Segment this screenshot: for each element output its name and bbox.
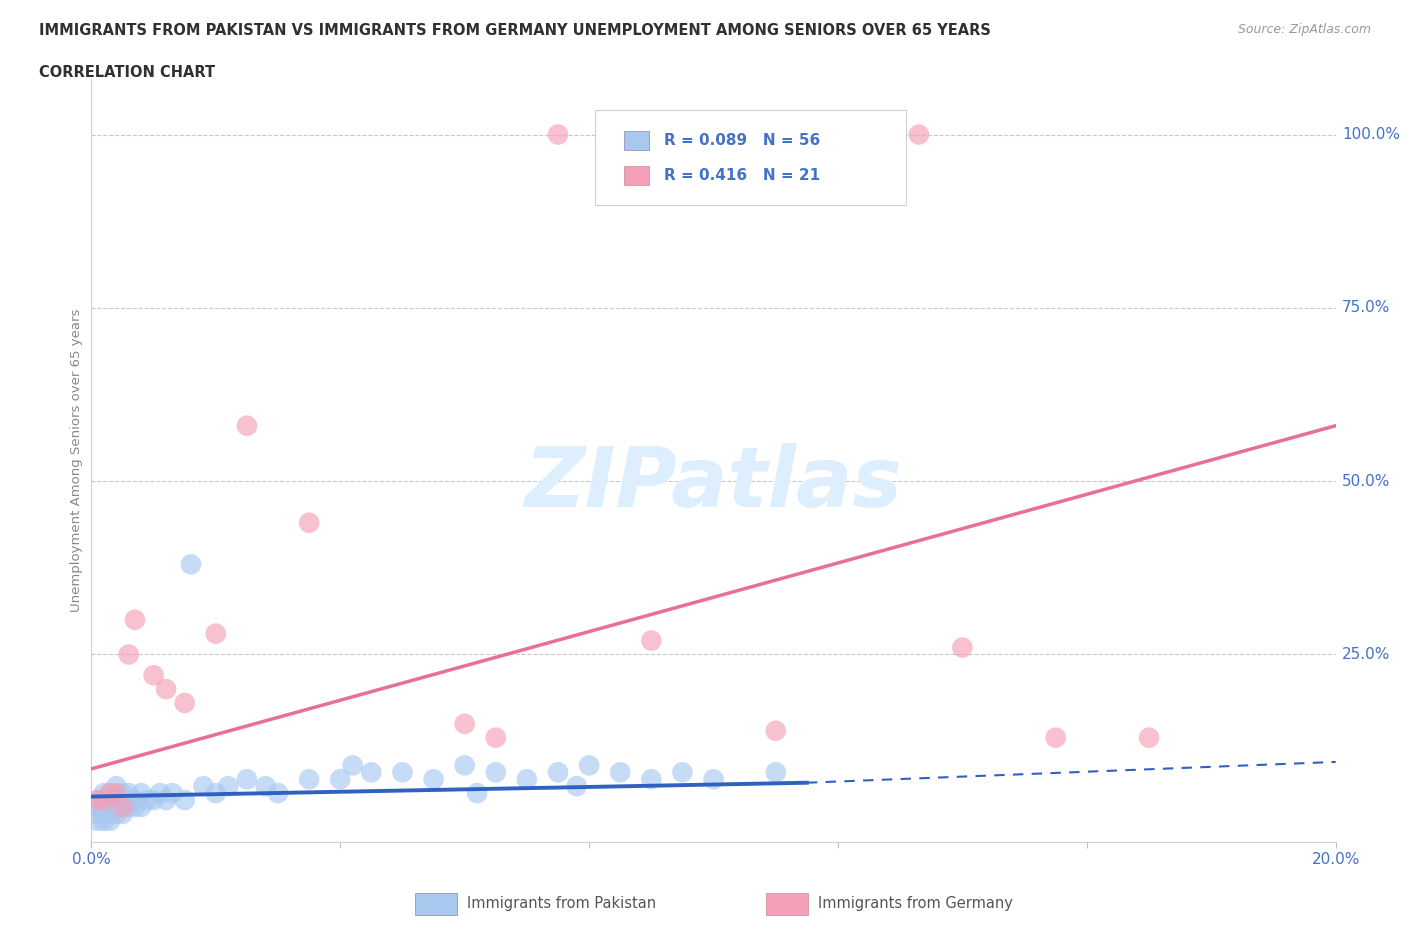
Point bbox=[93, 806, 115, 821]
Point bbox=[485, 730, 508, 745]
Point bbox=[155, 682, 177, 697]
Point bbox=[173, 696, 195, 711]
Point bbox=[118, 786, 141, 801]
Point bbox=[578, 758, 600, 773]
Point bbox=[98, 786, 121, 801]
Point bbox=[105, 778, 128, 793]
Point bbox=[111, 800, 134, 815]
Point bbox=[136, 792, 159, 807]
Point bbox=[93, 814, 115, 829]
Text: 75.0%: 75.0% bbox=[1341, 300, 1391, 315]
Point bbox=[142, 792, 165, 807]
Text: R = 0.089   N = 56: R = 0.089 N = 56 bbox=[664, 133, 820, 148]
Point bbox=[86, 814, 108, 829]
Point bbox=[98, 786, 121, 801]
Point bbox=[422, 772, 444, 787]
Point bbox=[111, 786, 134, 801]
Text: 50.0%: 50.0% bbox=[1341, 473, 1391, 488]
Point bbox=[193, 778, 215, 793]
Text: Immigrants from Pakistan: Immigrants from Pakistan bbox=[467, 897, 657, 911]
Point bbox=[254, 778, 277, 793]
Point bbox=[236, 772, 259, 787]
Text: 100.0%: 100.0% bbox=[1341, 127, 1400, 142]
Point bbox=[93, 792, 115, 807]
Point bbox=[391, 764, 413, 779]
Text: 25.0%: 25.0% bbox=[1341, 647, 1391, 662]
Point bbox=[640, 772, 662, 787]
Point bbox=[118, 800, 141, 815]
FancyBboxPatch shape bbox=[595, 110, 907, 205]
Point bbox=[129, 800, 152, 815]
Point bbox=[180, 557, 202, 572]
Point bbox=[105, 792, 128, 807]
Point bbox=[267, 786, 290, 801]
Point bbox=[360, 764, 382, 779]
Point bbox=[547, 764, 569, 779]
Text: R = 0.416   N = 21: R = 0.416 N = 21 bbox=[664, 168, 820, 183]
Point bbox=[640, 633, 662, 648]
Point bbox=[453, 716, 475, 731]
Point bbox=[98, 800, 121, 815]
Point bbox=[329, 772, 352, 787]
Point bbox=[162, 786, 184, 801]
Point bbox=[93, 786, 115, 801]
Point bbox=[205, 626, 228, 641]
Point bbox=[950, 640, 973, 655]
Point bbox=[908, 127, 931, 142]
Point bbox=[298, 515, 321, 530]
Point bbox=[86, 806, 108, 821]
Point bbox=[86, 792, 108, 807]
Text: IMMIGRANTS FROM PAKISTAN VS IMMIGRANTS FROM GERMANY UNEMPLOYMENT AMONG SENIORS O: IMMIGRANTS FROM PAKISTAN VS IMMIGRANTS F… bbox=[39, 23, 991, 38]
Point bbox=[342, 758, 364, 773]
Text: Immigrants from Germany: Immigrants from Germany bbox=[818, 897, 1014, 911]
Text: Source: ZipAtlas.com: Source: ZipAtlas.com bbox=[1237, 23, 1371, 36]
Point bbox=[671, 764, 693, 779]
Point bbox=[765, 724, 787, 738]
Point bbox=[796, 127, 818, 142]
FancyBboxPatch shape bbox=[624, 130, 648, 150]
Point bbox=[217, 778, 239, 793]
Point bbox=[702, 772, 725, 787]
Point bbox=[105, 806, 128, 821]
Point bbox=[93, 792, 115, 807]
Y-axis label: Unemployment Among Seniors over 65 years: Unemployment Among Seniors over 65 years bbox=[70, 309, 83, 612]
Point bbox=[124, 792, 146, 807]
Point bbox=[155, 792, 177, 807]
Point bbox=[124, 800, 146, 815]
Point bbox=[129, 786, 152, 801]
Point bbox=[98, 806, 121, 821]
Point bbox=[1137, 730, 1160, 745]
Point bbox=[124, 612, 146, 627]
Point bbox=[205, 786, 228, 801]
Point bbox=[142, 668, 165, 683]
Point bbox=[465, 786, 488, 801]
Point bbox=[86, 792, 108, 807]
Point bbox=[609, 764, 631, 779]
Point bbox=[765, 764, 787, 779]
Point bbox=[86, 800, 108, 815]
Point bbox=[98, 814, 121, 829]
Point bbox=[93, 800, 115, 815]
Point bbox=[118, 647, 141, 662]
Point bbox=[1045, 730, 1067, 745]
Point bbox=[565, 778, 588, 793]
Point bbox=[485, 764, 508, 779]
Point bbox=[547, 127, 569, 142]
FancyBboxPatch shape bbox=[624, 166, 648, 185]
Point bbox=[173, 792, 195, 807]
Point bbox=[111, 806, 134, 821]
Text: CORRELATION CHART: CORRELATION CHART bbox=[39, 65, 215, 80]
Text: ZIPatlas: ZIPatlas bbox=[524, 443, 903, 524]
Point bbox=[149, 786, 172, 801]
Point bbox=[236, 418, 259, 433]
Point bbox=[453, 758, 475, 773]
Point bbox=[111, 800, 134, 815]
Point bbox=[516, 772, 538, 787]
Point bbox=[298, 772, 321, 787]
Point bbox=[105, 786, 128, 801]
